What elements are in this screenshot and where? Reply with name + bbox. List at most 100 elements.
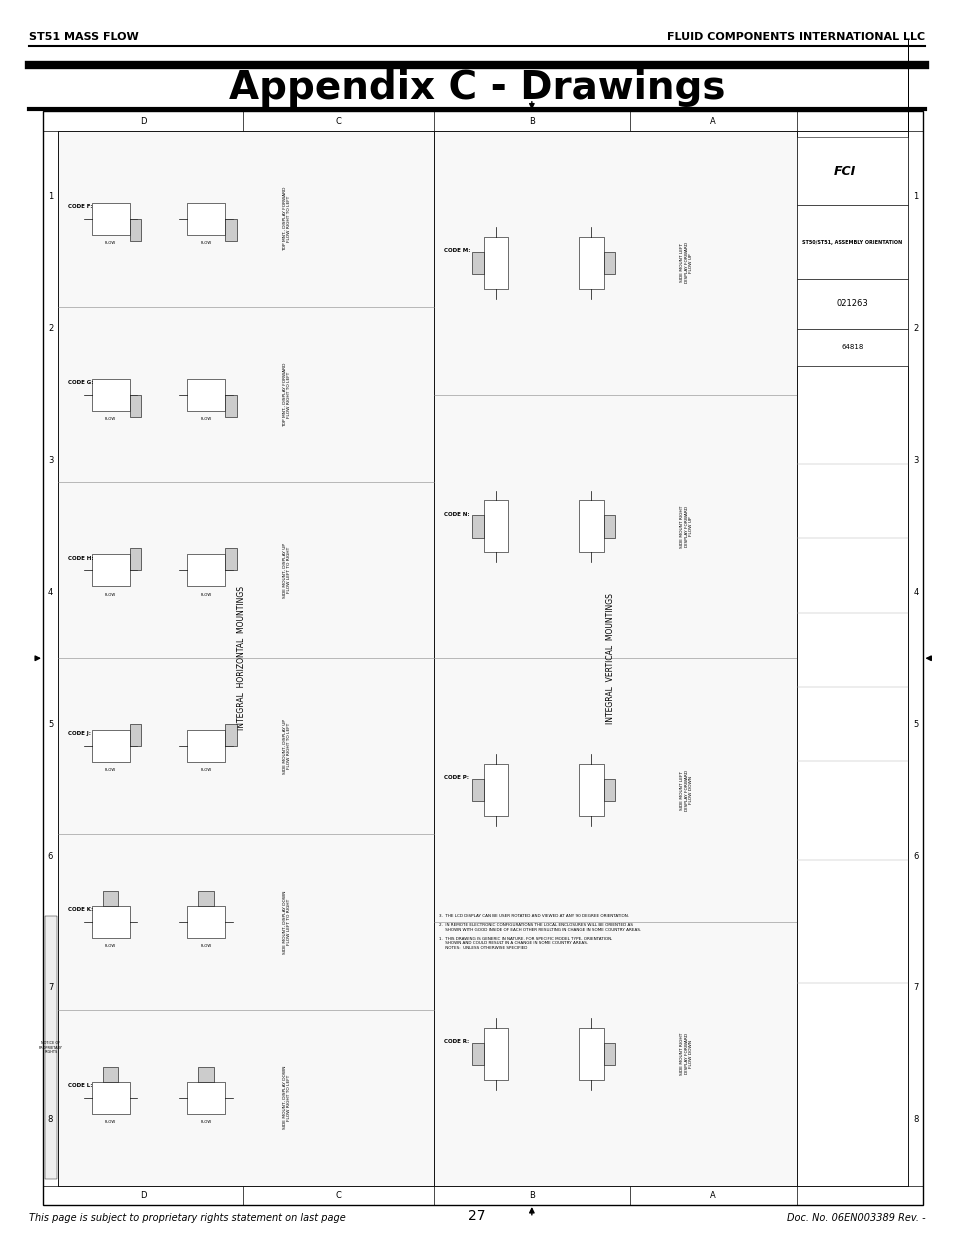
Text: FLOW: FLOW (105, 241, 116, 245)
Text: 4: 4 (912, 588, 918, 597)
Bar (472, 252, 483, 274)
Bar (103, 892, 118, 906)
Bar (187, 378, 225, 410)
Text: 1: 1 (912, 193, 918, 201)
Text: TOP MNT., DISPLAY FORWARD
FLOW RIGHT TO LEFT: TOP MNT., DISPLAY FORWARD FLOW RIGHT TO … (282, 362, 292, 427)
Text: 7: 7 (48, 983, 53, 993)
Text: 3: 3 (48, 456, 53, 466)
Bar (603, 515, 615, 537)
Text: FLOW: FLOW (105, 593, 116, 597)
Text: SIDE MOUNT, DISPLAY UP
FLOW LEFT TO RIGHT: SIDE MOUNT, DISPLAY UP FLOW LEFT TO RIGH… (282, 543, 292, 598)
Bar (187, 906, 225, 939)
Bar (187, 555, 225, 587)
Text: CODE J:: CODE J: (68, 731, 91, 736)
Bar (472, 779, 483, 802)
Text: FLUID COMPONENTS INTERNATIONAL LLC: FLUID COMPONENTS INTERNATIONAL LLC (666, 32, 924, 42)
Bar (130, 394, 141, 416)
Text: SIDE MOUNT, DISPLAY DOWN
FLOW LEFT TO RIGHT: SIDE MOUNT, DISPLAY DOWN FLOW LEFT TO RI… (282, 890, 292, 953)
Bar (198, 892, 213, 906)
Text: A: A (709, 116, 716, 126)
Bar (796, 137, 907, 205)
Bar (43, 111, 923, 1205)
Bar (225, 394, 236, 416)
Text: B: B (528, 1191, 535, 1200)
Text: 8: 8 (48, 1115, 53, 1124)
Text: FCI: FCI (833, 164, 855, 178)
Text: FLOW: FLOW (200, 1120, 212, 1124)
Text: CODE N:: CODE N: (443, 511, 469, 516)
Text: 6: 6 (48, 851, 53, 861)
Bar (91, 730, 130, 762)
Bar (91, 555, 130, 587)
Text: SIDE MOUNT RIGHT
DISPLAY FORWARD
FLOW DOWN: SIDE MOUNT RIGHT DISPLAY FORWARD FLOW DO… (679, 1032, 693, 1074)
Bar (103, 1067, 118, 1082)
Text: This page is subject to proprietary rights statement on last page: This page is subject to proprietary righ… (29, 1213, 345, 1223)
Text: FLOW: FLOW (200, 593, 212, 597)
Bar (603, 779, 615, 802)
Text: D: D (140, 116, 146, 126)
Text: INTEGRAL  VERTICAL  MOUNTINGS: INTEGRAL VERTICAL MOUNTINGS (605, 593, 615, 724)
Text: FLOW: FLOW (200, 945, 212, 948)
Text: CODE M:: CODE M: (443, 248, 470, 253)
Text: Appendix C - Drawings: Appendix C - Drawings (229, 69, 724, 106)
Bar (472, 1042, 483, 1065)
Text: 27: 27 (468, 1209, 485, 1223)
Text: 1: 1 (48, 193, 53, 201)
Text: 2: 2 (912, 324, 918, 333)
Text: FLOW: FLOW (105, 1120, 116, 1124)
Text: FLOW: FLOW (200, 416, 212, 421)
Text: FLOW: FLOW (200, 241, 212, 245)
Bar (578, 500, 603, 552)
Bar (91, 906, 130, 939)
Text: 7: 7 (912, 983, 918, 993)
Text: SIDE MOUNT, DISPLAY DOWN
FLOW RIGHT TO LEFT: SIDE MOUNT, DISPLAY DOWN FLOW RIGHT TO L… (282, 1066, 292, 1130)
Bar (187, 730, 225, 762)
Text: 3: 3 (912, 456, 918, 466)
Bar (578, 237, 603, 289)
Text: 8: 8 (912, 1115, 918, 1124)
Text: CODE R:: CODE R: (443, 1039, 468, 1044)
Bar (796, 279, 907, 329)
Bar (130, 548, 141, 571)
Bar (198, 1067, 213, 1082)
Text: ST51 MASS FLOW: ST51 MASS FLOW (29, 32, 138, 42)
Bar (483, 500, 508, 552)
Bar (483, 237, 508, 289)
Bar (58, 131, 434, 1186)
Text: CODE L:: CODE L: (68, 1083, 92, 1088)
Bar (91, 203, 130, 235)
Text: C: C (335, 1191, 341, 1200)
Text: SIDE MOUNT, DISPLAY UP
FLOW RIGHT TO LEFT: SIDE MOUNT, DISPLAY UP FLOW RIGHT TO LEF… (282, 719, 292, 773)
Bar (796, 205, 907, 279)
Text: 021263: 021263 (836, 299, 867, 309)
Text: FLOW: FLOW (105, 416, 116, 421)
Text: CODE H:: CODE H: (68, 556, 93, 561)
Text: CODE F:: CODE F: (68, 204, 92, 209)
Text: TOP MNT., DISPLAY FORWARD
FLOW RIGHT TO LEFT: TOP MNT., DISPLAY FORWARD FLOW RIGHT TO … (282, 186, 292, 251)
Text: NOTICE OF
PROPRIETARY
RIGHTS: NOTICE OF PROPRIETARY RIGHTS (39, 1041, 63, 1055)
Bar (225, 219, 236, 241)
Text: 64818: 64818 (841, 345, 862, 350)
Text: C: C (335, 116, 341, 126)
Text: Doc. No. 06EN003389 Rev. -: Doc. No. 06EN003389 Rev. - (786, 1213, 924, 1223)
Bar (603, 1042, 615, 1065)
Text: 5: 5 (912, 720, 918, 729)
Bar (225, 724, 236, 746)
Text: ST50/ST51, ASSEMBLY ORIENTATION: ST50/ST51, ASSEMBLY ORIENTATION (801, 240, 902, 245)
Bar (578, 764, 603, 816)
Text: SIDE MOUNT LEFT
DISPLAY FORWARD
FLOW DOWN: SIDE MOUNT LEFT DISPLAY FORWARD FLOW DOW… (679, 769, 693, 810)
Text: FLOW: FLOW (105, 945, 116, 948)
Text: 2: 2 (48, 324, 53, 333)
Text: CODE K:: CODE K: (68, 906, 92, 913)
Bar (578, 1028, 603, 1079)
Bar (225, 548, 236, 571)
Bar (187, 1082, 225, 1114)
Bar (91, 378, 130, 410)
Bar (796, 329, 907, 366)
Text: D: D (140, 1191, 146, 1200)
Text: FLOW: FLOW (105, 768, 116, 772)
Text: 5: 5 (48, 720, 53, 729)
Text: SIDE MOUNT RIGHT
DISPLAY FORWARD
FLOW UP: SIDE MOUNT RIGHT DISPLAY FORWARD FLOW UP (679, 505, 693, 547)
Bar (187, 203, 225, 235)
Bar (483, 1028, 508, 1079)
